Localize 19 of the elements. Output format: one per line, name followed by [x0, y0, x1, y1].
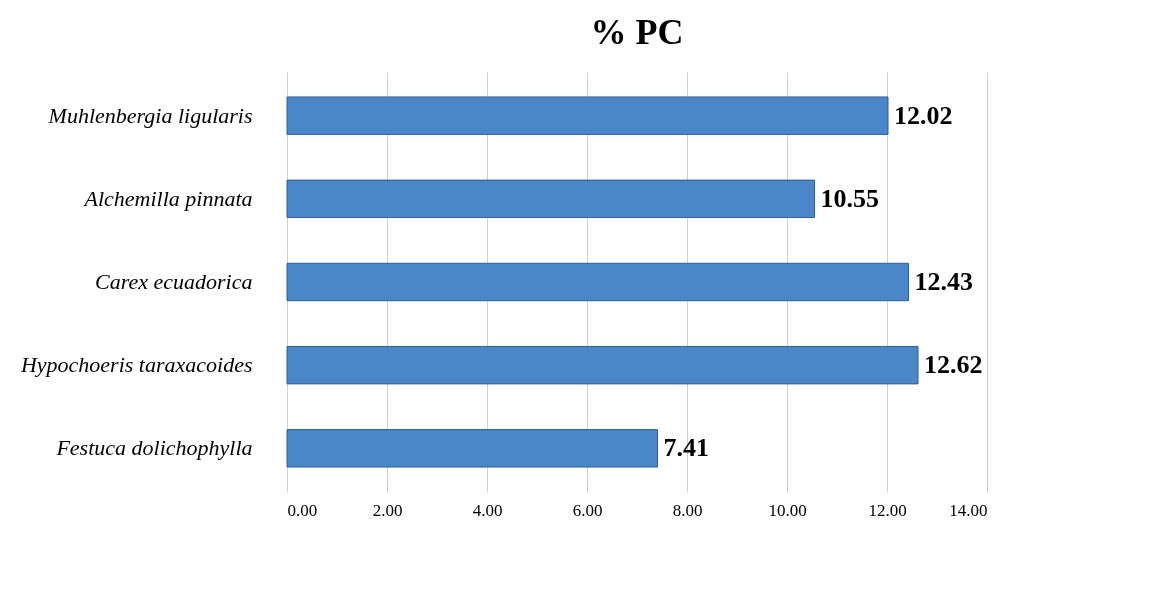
x-tick-label: 10.00	[768, 500, 807, 520]
y-tick-label: Festuca dolichophylla	[55, 435, 253, 461]
data-label: 12.02	[894, 100, 953, 130]
x-tick-label: 8.00	[672, 500, 703, 520]
y-tick-label: Carex ecuadorica	[95, 269, 253, 294]
x-tick-label: 14.00	[949, 500, 988, 520]
data-label: 12.62	[924, 350, 983, 380]
data-label: 10.55	[820, 183, 879, 213]
x-tick-label: 6.00	[572, 500, 603, 520]
data-label: 12.43	[914, 267, 973, 296]
y-tick-label: Muhlenbergia ligularis	[47, 102, 253, 128]
x-tick-label: 2.00	[372, 500, 403, 520]
x-tick-label: 12.00	[868, 500, 907, 520]
data-label: 7.41	[663, 433, 709, 463]
x-tick-label: 4.00	[472, 500, 503, 520]
y-tick-label: Alchemilla pinnata	[82, 185, 253, 211]
chart-title: % PC	[590, 12, 684, 52]
x-tick-label: 0.00	[287, 500, 318, 520]
y-tick-label: Hypochoeris taraxacoides	[19, 352, 253, 378]
